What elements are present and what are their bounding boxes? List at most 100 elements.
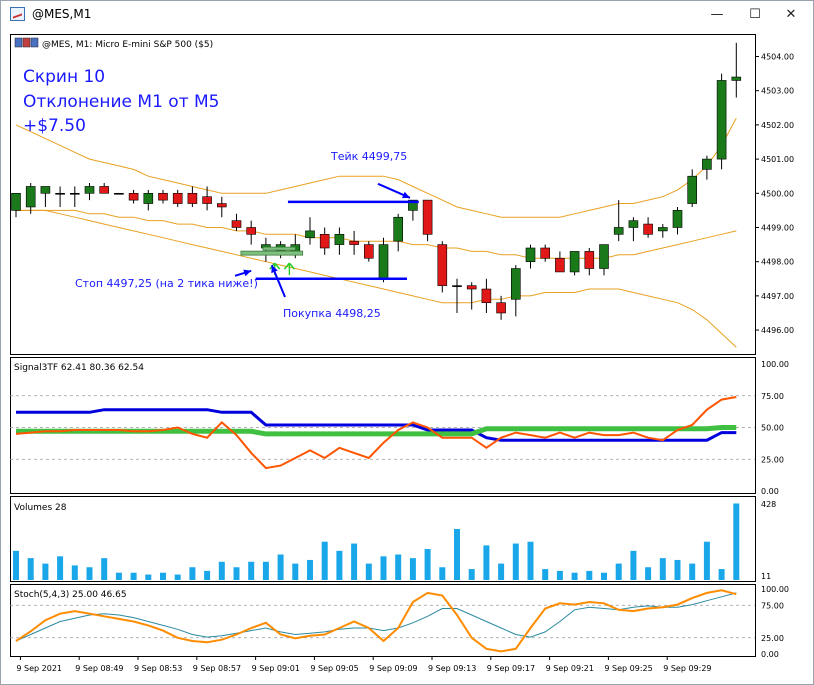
bear-candle <box>466 285 477 290</box>
bull-candle <box>716 80 727 160</box>
bull-candle <box>114 192 124 195</box>
volume-bar <box>145 574 152 580</box>
volume-bar <box>483 545 490 580</box>
bear-candle <box>481 288 492 304</box>
bull-candle <box>702 158 712 170</box>
buy-arrow-icon <box>283 262 295 276</box>
bull-candle <box>25 186 36 208</box>
upper-band-line <box>15 117 737 218</box>
volume-bar <box>615 563 622 580</box>
chart-svg[interactable]: @MES, M1: Micro E-mini S&P 500 ($5) Скри… <box>10 34 806 682</box>
title-bar[interactable]: @MES,M1 — ☐ ✕ <box>1 1 813 29</box>
bull-candle <box>525 247 536 262</box>
time-axis-label: 9 Sep 09:21 <box>546 664 594 673</box>
time-axis-label: 9 Sep 09:17 <box>487 664 535 673</box>
bear-candle <box>231 220 242 228</box>
price-axis-label: 4499.00 <box>761 223 794 232</box>
time-axis-label: 9 Sep 09:25 <box>604 664 652 673</box>
bull-candle <box>143 192 154 204</box>
bull-candle <box>40 186 51 194</box>
volume-axis-label: 11 <box>761 572 771 581</box>
volume-bar <box>703 541 710 580</box>
bull-candle <box>731 76 742 81</box>
volume-bar <box>321 541 328 580</box>
time-axis-label: 9 Sep 2021 <box>16 664 62 673</box>
time-axis-label: 9 Sep 09:01 <box>252 664 300 673</box>
volume-bar <box>160 572 166 580</box>
bull-candle <box>672 210 683 228</box>
chart-area[interactable]: @MES, M1: Micro E-mini S&P 500 ($5) Скри… <box>10 34 806 682</box>
entry-marker-upper <box>262 246 296 251</box>
volume-bar <box>659 558 666 580</box>
time-axis-label: 9 Sep 08:49 <box>75 664 123 673</box>
close-button[interactable]: ✕ <box>785 7 797 22</box>
bull-candle <box>613 227 624 235</box>
annotation-subtitle: Отклонение М1 от М5 <box>23 92 220 112</box>
volume-bar <box>409 558 416 580</box>
bear-candle <box>437 244 448 286</box>
volume-bar <box>71 565 78 580</box>
bull-candle <box>569 251 580 273</box>
bull-candle <box>393 216 404 242</box>
bull-candle <box>599 244 609 269</box>
bear-candle <box>99 186 109 194</box>
bull-candle <box>408 199 418 211</box>
bear-candle <box>422 199 433 235</box>
volume-bar <box>454 528 460 580</box>
volume-bar <box>424 549 431 580</box>
volume-bar <box>292 563 299 580</box>
minimize-button[interactable]: — <box>710 7 724 22</box>
buy-label: Покупка 4498,25 <box>283 307 381 320</box>
volume-bar <box>130 572 137 580</box>
bear-candle <box>363 244 374 259</box>
buy-arrow-head <box>271 265 278 274</box>
stoch-axis-label: 25.00 <box>761 634 784 643</box>
bear-candle <box>128 192 139 201</box>
price-axis-label: 4503.00 <box>761 87 794 96</box>
volume-bar <box>27 558 34 580</box>
volume-bar <box>262 561 269 580</box>
bull-candle <box>628 220 639 228</box>
bull-candle <box>378 244 389 280</box>
price-axis-label: 4498.00 <box>761 258 794 267</box>
volume-bar <box>498 563 505 580</box>
price-axis-label: 4501.00 <box>761 155 794 164</box>
bull-candle <box>452 285 462 287</box>
volume-bar <box>336 550 343 580</box>
signal-line-2 <box>15 396 737 470</box>
chart-header-text: @MES, M1: Micro E-mini S&P 500 ($5) <box>42 40 213 50</box>
stoch-panel <box>10 584 756 657</box>
time-axis-label: 9 Sep 09:09 <box>369 664 417 673</box>
price-axis-label: 4502.00 <box>761 121 794 130</box>
lower-band-line <box>16 209 737 348</box>
volume-bar <box>674 559 681 580</box>
chart-header-icons[interactable] <box>14 37 39 48</box>
bull-candle <box>11 192 21 211</box>
price-axis-label: 4497.00 <box>761 292 794 301</box>
volume-bar <box>13 550 19 580</box>
volume-bar <box>307 559 313 580</box>
volume-bar <box>101 558 108 580</box>
volume-bar <box>218 561 225 580</box>
bull-candle <box>510 268 521 300</box>
volume-bar <box>468 569 475 580</box>
volume-bar <box>395 554 402 580</box>
price-axis-label: 4496.00 <box>761 326 794 335</box>
time-axis-label: 9 Sep 09:13 <box>428 664 476 673</box>
time-axis-label: 9 Sep 08:57 <box>193 664 241 673</box>
entry-marker <box>240 250 304 256</box>
bear-candle <box>496 302 506 314</box>
stoch-title: Stoch(5,4,3) 25.00 46.65 <box>14 590 127 600</box>
stoch-axis-label: 75.00 <box>761 601 784 610</box>
bear-candle <box>643 223 653 235</box>
take-arrow-head <box>401 191 410 199</box>
bear-candle <box>187 192 198 204</box>
bear-candle <box>540 247 551 259</box>
bear-candle <box>555 257 565 273</box>
price-axis-label: 4500.00 <box>761 189 794 198</box>
stoch-series <box>10 589 755 653</box>
maximize-button[interactable]: ☐ <box>749 7 761 22</box>
bear-candle <box>584 251 595 269</box>
signal-axis-label: 25.00 <box>761 455 784 464</box>
